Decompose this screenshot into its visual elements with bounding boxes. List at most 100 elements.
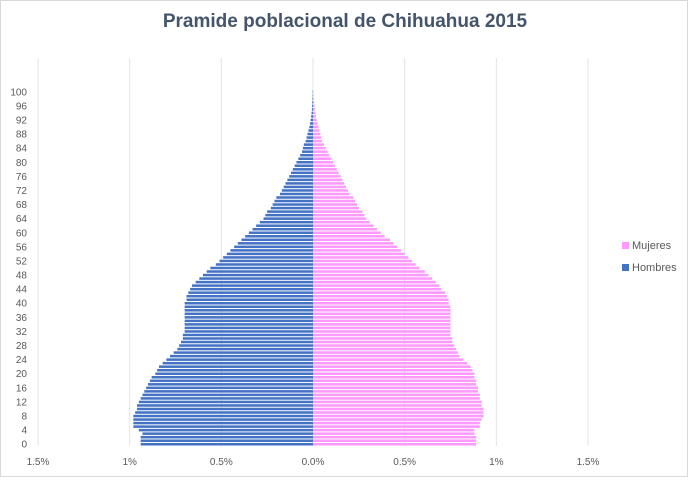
bar-hombres [195,280,313,284]
bar-hombres [308,129,313,132]
bar-hombres [203,273,313,277]
bar-hombres [159,365,313,368]
bar-hombres [307,132,313,136]
bar-hombres [310,122,313,125]
legend-swatch [622,264,629,271]
y-tick-label: 96 [16,101,28,112]
bar-hombres [133,414,313,418]
bar-hombres [186,298,313,301]
bar-hombres [281,189,313,192]
bar-mujeres [313,365,471,368]
bar-mujeres [313,210,363,213]
bar-hombres [162,361,313,365]
bar-hombres [272,203,313,206]
bar-hombres [133,418,313,421]
y-tick-label: 72 [16,186,28,197]
bar-mujeres [313,249,401,252]
bar-mujeres [313,94,314,97]
bar-mujeres [313,192,350,196]
bar-hombres [263,217,313,220]
bar-mujeres [313,428,475,432]
bar-hombres [188,291,313,294]
x-axis-ticks: 1.5% 1% 0.5% 0.0% 0.5% 1% 1.5% [27,457,600,468]
bar-hombres [184,301,313,305]
bar-hombres [133,425,313,428]
bar-mujeres [313,259,412,263]
bar-hombres [219,259,313,263]
bar-mujeres [313,182,345,185]
bar-hombres [305,139,313,143]
bar-hombres [312,97,313,101]
bar-mujeres [313,146,326,150]
bar-hombres [274,199,313,203]
bar-mujeres [313,153,330,157]
bar-hombres [296,160,313,164]
bar-hombres [140,442,313,446]
bar-mujeres [313,411,484,414]
bar-hombres [276,196,313,199]
bar-hombres [138,428,313,432]
bar-mujeres [313,227,378,231]
y-tick-label: 84 [16,144,28,155]
y-tick-label: 56 [16,242,28,253]
bar-hombres [283,185,313,189]
bar-mujeres [313,358,464,361]
bar-mujeres [313,372,475,376]
y-tick-label: 92 [16,115,28,126]
bar-mujeres [313,376,475,379]
bar-mujeres [313,168,337,171]
bar-mujeres [313,136,322,139]
bar-mujeres [313,150,328,153]
bar-hombres [256,224,313,227]
bar-mujeres [313,238,390,242]
legend: Mujeres Hombres [622,240,677,274]
bar-mujeres [313,157,332,160]
y-tick-label: 64 [16,214,28,225]
bar-hombres [146,386,313,390]
bar-mujeres [313,242,394,245]
bar-mujeres [313,333,451,337]
bar-hombres [252,227,313,231]
bar-hombres [135,411,313,414]
bar-mujeres [313,312,451,316]
y-tick-label: 68 [16,200,28,211]
bar-hombres [312,104,313,108]
bar-mujeres [313,256,409,259]
y-tick-label: 16 [16,383,28,394]
bar-mujeres [313,287,442,291]
bar-mujeres [313,171,339,175]
bar-hombres [148,383,313,386]
y-tick-label: 40 [16,299,28,310]
bar-hombres [133,421,313,425]
bar-hombres [151,376,313,379]
bar-hombres [230,249,313,252]
bar-mujeres [313,340,453,344]
bar-hombres [186,294,313,298]
chart-title: Pramide poblacional de Chihuahua 2015 [162,11,528,32]
bar-mujeres [313,383,477,386]
bar-hombres [287,178,313,182]
bar-mujeres [313,309,451,312]
bar-mujeres [313,379,477,383]
y-tick-label: 28 [16,341,28,352]
bar-mujeres [313,104,315,108]
bar-mujeres [313,397,480,400]
bar-hombres [140,439,313,442]
bar-hombres [166,358,313,361]
bar-hombres [206,270,313,273]
bar-hombres [303,143,313,146]
bar-hombres [184,319,313,323]
bar-hombres [184,323,313,326]
bar-mujeres [313,175,341,178]
bar-mujeres [313,277,433,280]
bar-mujeres [313,439,477,442]
bar-hombres [302,150,313,153]
bar-hombres [170,354,313,358]
bar-hombres [144,390,313,393]
bar-mujeres [313,235,385,238]
y-tick-label: 32 [16,327,28,338]
x-tick-label: 1.5% [27,457,50,468]
bar-mujeres [313,284,440,287]
bar-mujeres [313,199,356,203]
bar-mujeres [313,390,478,393]
